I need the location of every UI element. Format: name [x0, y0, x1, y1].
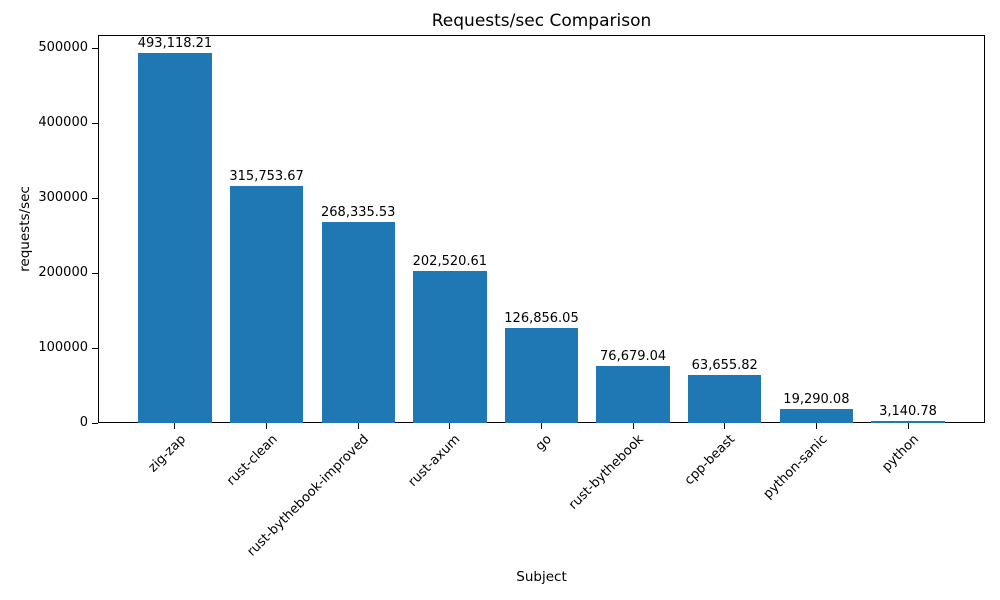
x-tick-mark	[174, 423, 176, 429]
y-tick-mark	[92, 197, 98, 199]
y-tick-mark	[92, 122, 98, 124]
bar-value-label: 63,655.82	[691, 358, 758, 374]
x-tick-mark	[266, 423, 268, 429]
y-tick-label: 0	[79, 415, 88, 430]
x-tick-mark	[449, 423, 451, 429]
x-tick-label: go	[533, 432, 556, 455]
bar-value-label: 126,856.05	[504, 310, 579, 326]
x-tick-label: cpp-beast	[682, 432, 739, 489]
x-tick-label: rust-clean	[223, 432, 281, 489]
bar	[138, 53, 212, 423]
bar	[779, 408, 854, 423]
y-tick-mark	[92, 47, 98, 49]
y-tick-label: 500000	[38, 40, 88, 56]
bar	[321, 221, 395, 423]
y-tick-label: 300000	[38, 190, 88, 206]
bar-value-label: 493,118.21	[137, 36, 213, 52]
bar	[504, 327, 579, 423]
y-tick-mark	[92, 272, 98, 274]
bar	[688, 375, 762, 423]
bar-value-label: 3,140.78	[879, 403, 937, 419]
x-tick-label: python-sanic	[760, 432, 831, 502]
x-tick-mark	[357, 423, 359, 429]
x-tick-label: rust-bythebook	[566, 432, 647, 513]
bar-value-label: 76,679.04	[600, 348, 667, 364]
x-tick-label: rust-axum	[405, 432, 464, 490]
y-tick-label: 200000	[38, 265, 88, 281]
bar	[871, 420, 945, 423]
bar	[229, 186, 304, 423]
x-tick-mark	[815, 423, 817, 429]
x-tick-mark	[632, 423, 634, 429]
y-tick-mark	[92, 422, 98, 424]
bar-value-label: 19,290.08	[783, 391, 850, 407]
bar-value-label: 315,753.67	[229, 169, 304, 185]
x-tick-label: zig-zap	[145, 432, 189, 476]
y-tick-label: 400000	[38, 115, 88, 131]
bar-value-label: 202,520.61	[412, 254, 488, 270]
x-tick-mark	[907, 423, 909, 429]
bar-value-label: 268,335.53	[321, 204, 396, 220]
x-tick-label: python	[878, 432, 922, 475]
y-tick-label: 100000	[38, 340, 88, 356]
x-axis-label: Subject	[516, 569, 567, 585]
x-tick-mark	[724, 423, 726, 429]
bar	[596, 365, 670, 423]
bar	[413, 271, 487, 423]
y-tick-mark	[92, 347, 98, 349]
x-tick-mark	[541, 423, 542, 429]
chart-title: Requests/sec Comparison	[431, 11, 652, 31]
